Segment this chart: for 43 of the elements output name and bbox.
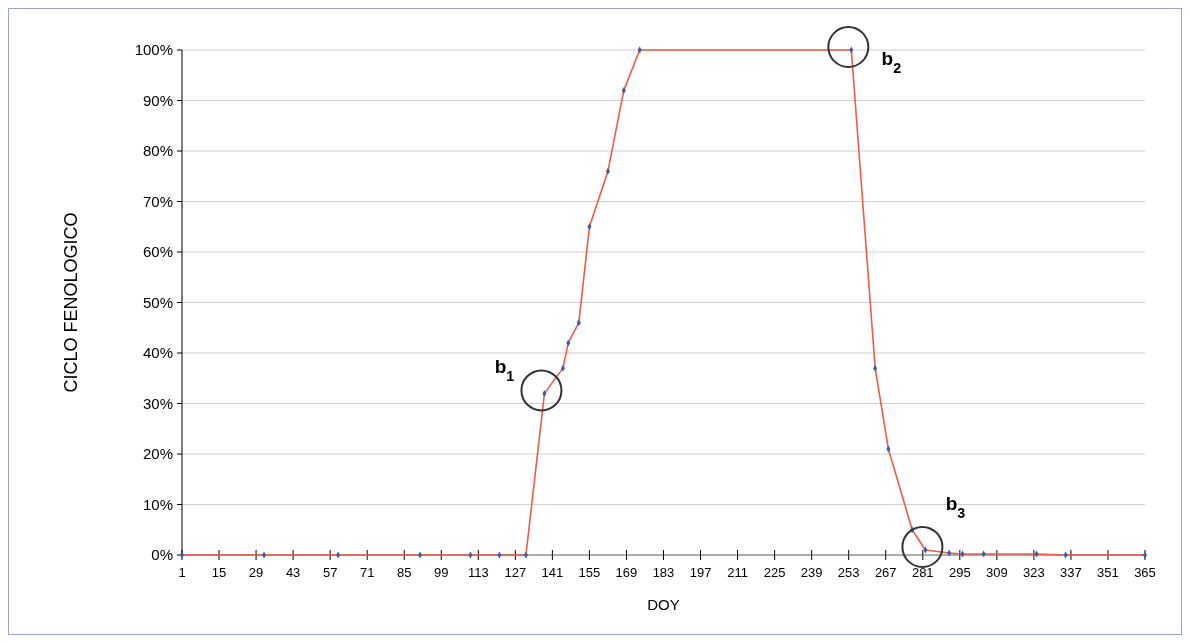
y-tick-label: 50% bbox=[142, 293, 173, 311]
x-tick-label: 239 bbox=[800, 565, 823, 580]
y-tick-label: 0% bbox=[151, 546, 173, 564]
x-tick-label: 365 bbox=[1134, 565, 1156, 580]
x-tick-label: 29 bbox=[248, 565, 264, 580]
x-tick-label: 323 bbox=[1023, 565, 1045, 580]
y-tick-label: 100% bbox=[134, 41, 173, 59]
y-tick-label: 10% bbox=[142, 495, 173, 513]
y-tick-label: 60% bbox=[142, 243, 173, 261]
x-tick-label: 127 bbox=[504, 565, 527, 580]
x-tick-label: 197 bbox=[689, 565, 712, 580]
x-tick-label: 253 bbox=[837, 565, 860, 580]
x-tick-label: 15 bbox=[211, 565, 227, 580]
x-tick-label: 169 bbox=[615, 565, 638, 580]
x-tick-label: 337 bbox=[1060, 565, 1082, 580]
annotation: b$_{2}$ bbox=[881, 48, 902, 76]
x-tick-label: 267 bbox=[874, 565, 897, 580]
x-tick-label: 211 bbox=[727, 565, 748, 580]
y-tick-label: 80% bbox=[142, 142, 173, 160]
annotation: b$_{1}$ bbox=[494, 356, 515, 385]
y-tick-label: 70% bbox=[142, 192, 173, 210]
y-tick-label: 20% bbox=[142, 445, 173, 463]
y-tick-label: 40% bbox=[142, 344, 173, 362]
x-tick-label: 183 bbox=[652, 565, 675, 580]
x-tick-label: 281 bbox=[911, 565, 934, 580]
x-tick-label: 113 bbox=[467, 565, 489, 580]
x-tick-label: 295 bbox=[948, 565, 971, 580]
x-tick-label: 99 bbox=[434, 565, 449, 580]
y-tick-label: 30% bbox=[142, 394, 173, 412]
y-axis-title: CICLO FENOLOGICO bbox=[61, 212, 81, 393]
x-tick-label: 141 bbox=[541, 565, 564, 580]
x-axis-title: DOY bbox=[647, 596, 680, 613]
x-tick-label: 351 bbox=[1097, 565, 1119, 580]
annotation: b$_{3}$ bbox=[945, 492, 966, 521]
x-tick-label: 155 bbox=[578, 565, 601, 580]
x-tick-label: 225 bbox=[763, 565, 786, 580]
x-tick-label: 309 bbox=[985, 565, 1008, 580]
x-tick-label: 57 bbox=[322, 565, 338, 580]
x-tick-label: 71 bbox=[359, 565, 375, 580]
x-tick-label: 1 bbox=[178, 565, 186, 580]
x-tick-label: 43 bbox=[285, 565, 301, 580]
y-tick-label: 90% bbox=[142, 91, 173, 109]
x-tick-label: 85 bbox=[397, 565, 412, 580]
